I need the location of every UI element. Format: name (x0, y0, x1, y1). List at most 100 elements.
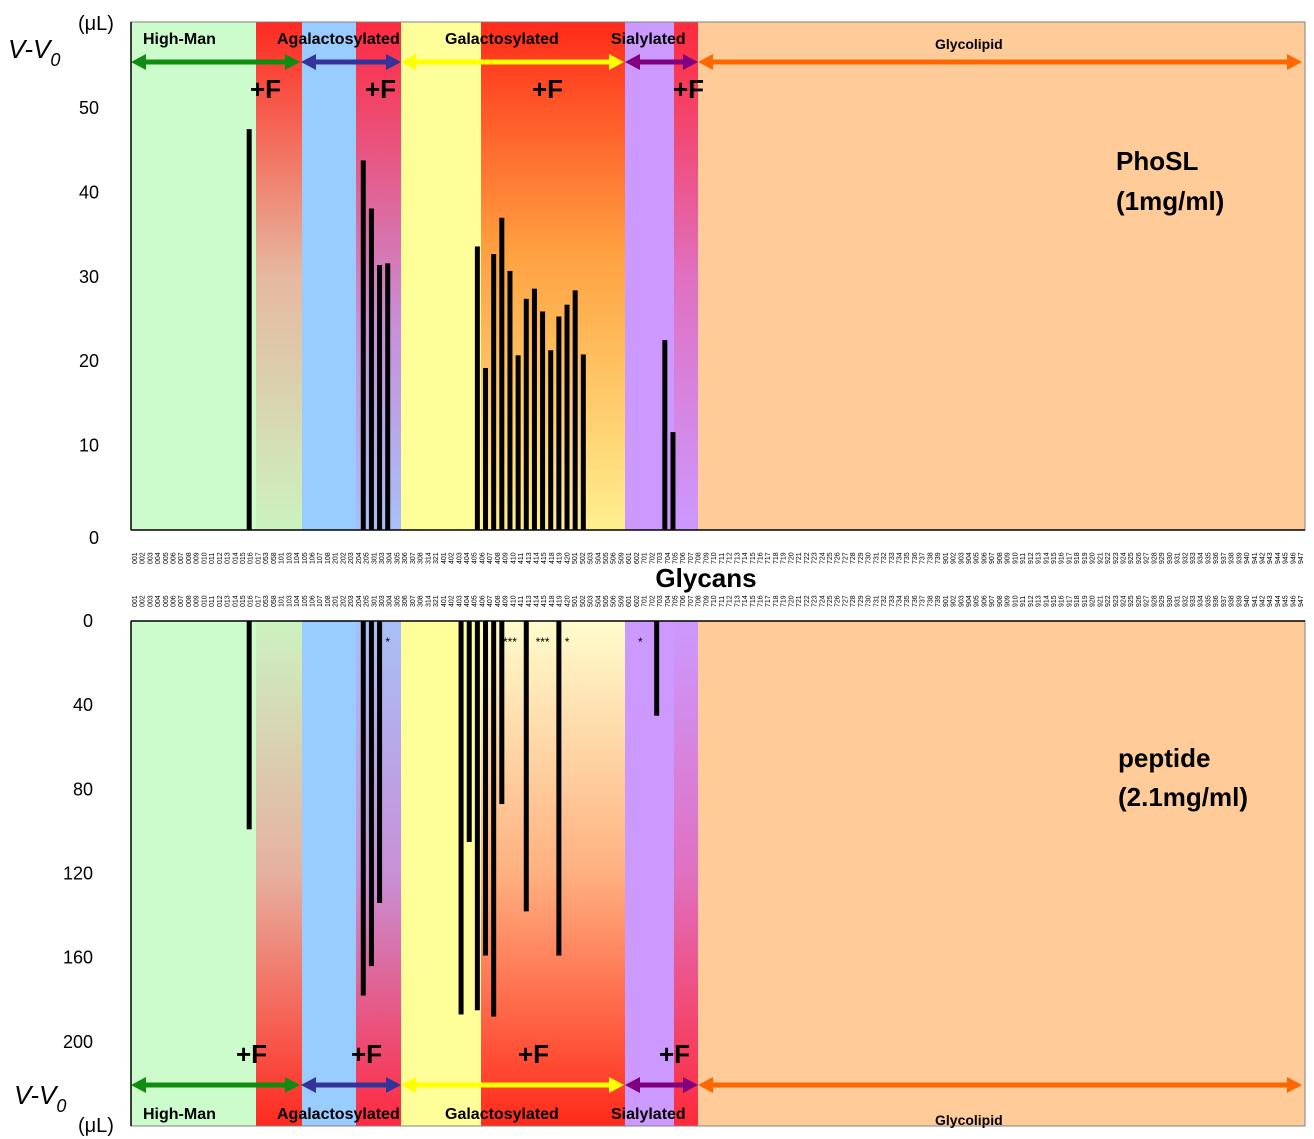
x-tick-label: 941 (1252, 552, 1259, 564)
x-tick-label: 411 (518, 553, 525, 564)
x-tick-label: 928 (1151, 595, 1158, 607)
x-tick-label: 908 (997, 595, 1004, 607)
x-tick-label: 912 (1028, 595, 1035, 607)
bar (491, 621, 497, 1017)
band-sialylated-fuc-bottom (674, 621, 698, 1126)
x-tick-label: 710 (711, 552, 718, 564)
x-tick-label: 939 (1236, 595, 1243, 607)
bar (368, 621, 374, 967)
x-tick-label: 410 (510, 595, 517, 607)
band-high-man-bottom (131, 621, 256, 1126)
x-tick-label: 938 (1229, 595, 1236, 607)
x-tick-label: 010 (201, 552, 208, 564)
x-tick-label: 413 (526, 552, 533, 564)
x-tick-label: 058 (271, 595, 278, 607)
x-tick-label: 107 (317, 595, 324, 607)
x-tick-label: 420 (564, 552, 571, 564)
x-tick-label: 931 (1175, 552, 1182, 564)
x-tick-label: 735 (904, 552, 911, 564)
x-tick-label: 905 (974, 552, 981, 564)
x-tick-label: 007 (178, 552, 185, 564)
x-tick-label: 308 (418, 552, 425, 564)
y-tick-label: 200 (63, 1032, 93, 1052)
bar (540, 311, 546, 530)
x-tick-label: 947 (1298, 552, 1305, 564)
x-tick-label: 002 (140, 552, 147, 564)
x-tick-label: 934 (1198, 595, 1205, 607)
bar (572, 290, 578, 530)
x-tick-label: 937 (1221, 552, 1228, 564)
x-tick-label: 704 (665, 595, 672, 607)
bar (556, 316, 562, 530)
x-tick-label: 942 (1260, 552, 1267, 564)
x-tick-label: 739 (935, 552, 942, 564)
x-tick-label: 014 (232, 552, 239, 564)
label-galactosylated-top: Galactosylated (445, 31, 559, 48)
x-tick-label: 505 (603, 552, 610, 564)
x-tick-label: 409 (503, 595, 510, 607)
x-tick-label: 903 (958, 552, 965, 564)
x-tick-label: 004 (155, 595, 162, 607)
x-tick-label: 703 (657, 595, 664, 607)
x-tick-label: 905 (974, 595, 981, 607)
x-tick-label: 714 (742, 595, 749, 607)
x-tick-label: 715 (750, 595, 757, 607)
x-tick-label: 202 (340, 552, 347, 564)
x-tick-label: 717 (765, 552, 772, 564)
x-tick-label: 007 (178, 595, 185, 607)
x-tick-label: 702 (649, 595, 656, 607)
x-tick-label: 205 (364, 595, 371, 607)
bar (491, 254, 497, 530)
x-tick-label: 314 (425, 595, 432, 607)
x-tick-label: 934 (1198, 552, 1205, 564)
arrowhead-right (609, 54, 624, 70)
x-tick-label: 420 (564, 595, 571, 607)
x-tick-label: 414 (533, 552, 540, 564)
x-tick-label: 504 (595, 595, 602, 607)
x-tick-label: 006 (170, 595, 177, 607)
x-tick-label: 701 (642, 552, 649, 564)
bar (368, 208, 374, 530)
x-tick-label: 321 (433, 552, 440, 564)
x-tick-label: 003 (147, 552, 154, 564)
x-tick-label: 106 (310, 595, 317, 607)
x-tick-label: 002 (140, 595, 147, 607)
x-tick-label: 938 (1229, 552, 1236, 564)
x-tick-label: 702 (649, 552, 656, 564)
fucose-label-bottom: +F (659, 1039, 690, 1069)
x-tick-label: 911 (1020, 553, 1027, 564)
x-tick-label: 053 (263, 595, 270, 607)
band-sialylated-fuc-top (674, 22, 698, 530)
x-tick-label: 303 (379, 595, 386, 607)
x-tick-label: 921 (1097, 595, 1104, 607)
x-tick-label: 936 (1213, 552, 1220, 564)
fucose-label-top: +F (532, 74, 563, 104)
x-tick-label: 926 (1136, 552, 1143, 564)
bar (483, 621, 489, 956)
x-tick-label: 718 (773, 552, 780, 564)
bar (458, 621, 464, 1015)
x-tick-label: 709 (703, 552, 710, 564)
bar (523, 298, 529, 530)
arrowhead-left (698, 1077, 713, 1093)
arrowhead-right (386, 1077, 401, 1093)
label-high-man-top: High-Man (143, 31, 216, 48)
x-tick-label: 108 (325, 552, 332, 564)
x-tick-label: 944 (1275, 595, 1282, 607)
x-tick-label: 935 (1205, 595, 1212, 607)
x-tick-label: 918 (1074, 595, 1081, 607)
x-tick-label: 408 (495, 595, 502, 607)
fucose-label-top: +F (365, 74, 396, 104)
y-tick-label: 40 (73, 695, 93, 715)
bar (654, 621, 660, 716)
y-tick-label: 80 (73, 779, 93, 799)
x-tick-label: 419 (557, 552, 564, 564)
x-tick-label: 901 (943, 595, 950, 607)
x-tick-label: 941 (1252, 595, 1259, 607)
arrowhead-right (683, 1077, 698, 1093)
x-tick-label: 009 (194, 595, 201, 607)
x-tick-label: 204 (356, 595, 363, 607)
x-tick-label: 413 (526, 595, 533, 607)
x-tick-label: 401 (441, 595, 448, 607)
x-tick-label: 013 (225, 595, 232, 607)
